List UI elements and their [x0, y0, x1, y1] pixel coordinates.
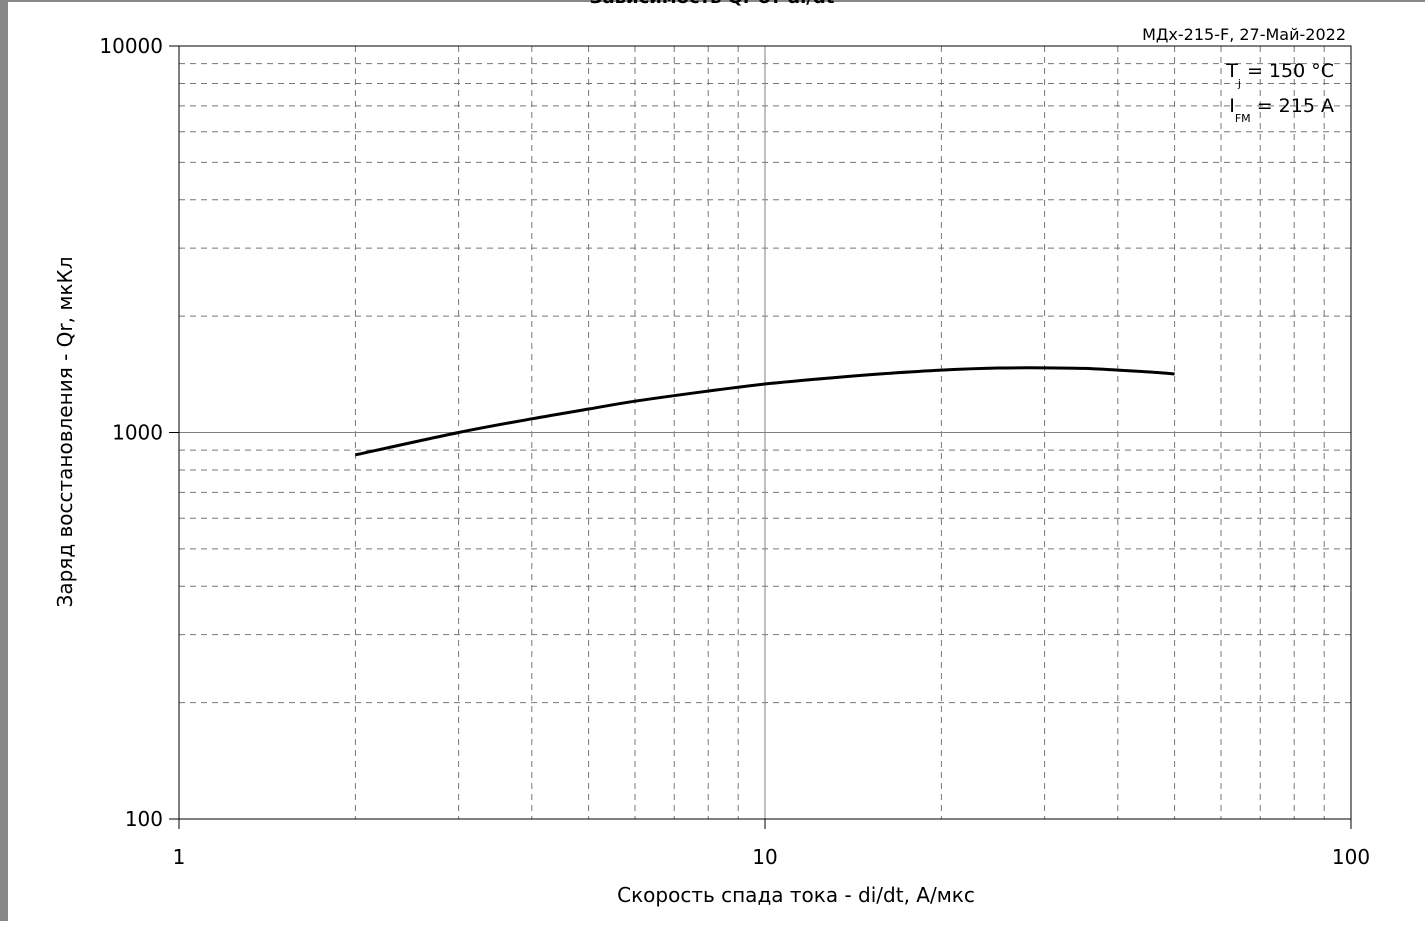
annotation-ifm: IFM = 215 A [1229, 95, 1334, 125]
annotation-tj-main: T [1225, 60, 1238, 82]
annotation-tj-sub: j [1237, 77, 1241, 90]
tick-labels: 1 10 100 100 1000 10000 [99, 34, 1370, 869]
y-axis-label: Заряд восстановления - Qr, мкКл [53, 257, 77, 608]
x-tick-label: 100 [1332, 845, 1370, 869]
y-tick-label: 10000 [99, 34, 163, 58]
annotation-tj-rest: = 150 °C [1241, 60, 1334, 82]
x-tick-label: 1 [173, 845, 186, 869]
chart-title-fragment: Зависимость Qr от di/dt [590, 0, 835, 8]
series-line-0 [355, 366, 1175, 457]
y-tick-label: 1000 [112, 421, 163, 445]
annotation-ifm-main: I [1229, 95, 1235, 117]
annotation-ifm-sub: FM [1235, 112, 1251, 125]
y-tick-label: 100 [125, 807, 163, 831]
watermark-text: МДх-215-F, 27-Май-2022 [1142, 25, 1346, 44]
series-group [355, 366, 1175, 457]
x-tick-label: 10 [752, 845, 777, 869]
x-axis-label: Скорость спада тока - di/dt, A/мкс [617, 883, 975, 907]
annotation-tj: Tj = 150 °C [1225, 60, 1334, 90]
annotation-ifm-rest: = 215 A [1251, 95, 1334, 117]
